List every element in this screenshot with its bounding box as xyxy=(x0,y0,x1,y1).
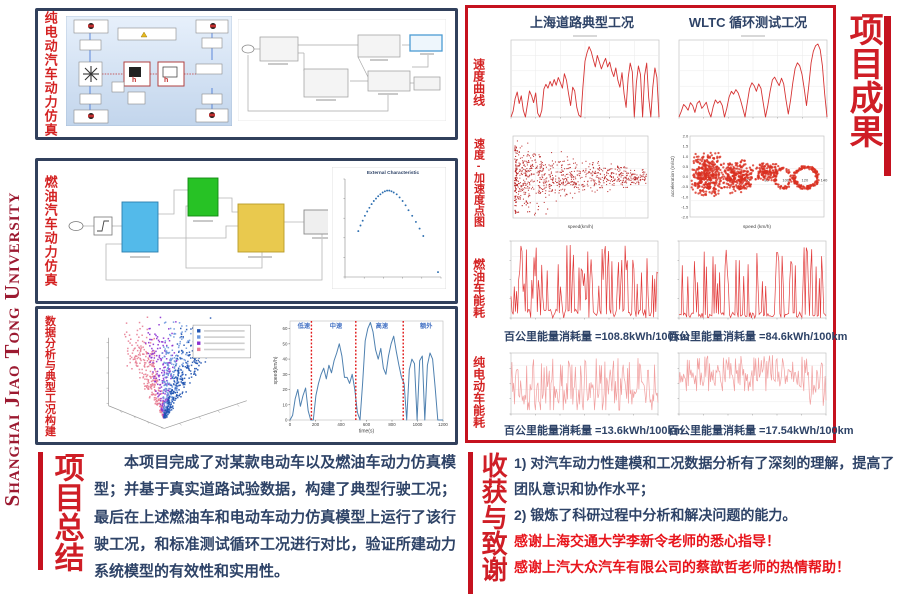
gains-bar xyxy=(468,452,473,594)
svg-text:speed(km/h): speed(km/h) xyxy=(273,356,279,384)
chart-wltc-speed xyxy=(668,32,830,126)
svg-text:1200: 1200 xyxy=(438,422,448,427)
svg-text:speed (km/h): speed (km/h) xyxy=(743,224,771,230)
row4-label: 纯电动车能耗 xyxy=(471,356,486,428)
chart-wltc-fuel-consumption xyxy=(668,234,830,326)
row2-label: 速度-加速度点图 xyxy=(472,137,485,227)
svg-text:-1.5: -1.5 xyxy=(681,204,689,209)
svg-text:140: 140 xyxy=(821,178,828,183)
row3-label: 燃油车能耗 xyxy=(471,258,486,318)
gains-title: 收获与致谢 xyxy=(478,452,509,582)
results-col2-title: WLTC 循环测试工况 xyxy=(688,15,808,30)
ev-caption-wltc: 百公里能量消耗量 =17.54kWh/100km xyxy=(668,425,854,437)
block-icons: h h xyxy=(83,23,216,119)
chart-shanghai-accel-scatter: speed(km/h) xyxy=(500,130,662,230)
svg-text:60: 60 xyxy=(283,326,288,331)
svg-text:600: 600 xyxy=(363,422,371,427)
svg-text:50: 50 xyxy=(283,341,288,346)
svg-text:高速: 高速 xyxy=(376,322,389,330)
svg-text:External Characteristic: External Characteristic xyxy=(367,170,420,176)
gain-item-1: 1) 对汽车动力性建模和工况数据分析有了深刻的理解，提高了团队意识和协作水平； xyxy=(514,455,895,498)
svg-text:0.5: 0.5 xyxy=(683,164,689,169)
svg-text:低速: 低速 xyxy=(297,322,311,330)
ev-caption-shanghai: 百公里能量消耗量 =13.6kWh/100km xyxy=(504,425,684,437)
svg-text:0: 0 xyxy=(285,418,288,423)
fuel-caption-shanghai: 百公里能量消耗量 =108.8kWh/100km xyxy=(504,331,690,343)
university-name: Shanghai Jiao Tong University xyxy=(0,191,24,507)
thanks-line-2: 感谢上汽大众汽车有限公司的蔡歆哲老师的热情帮助！ xyxy=(514,559,850,576)
svg-text:1.5: 1.5 xyxy=(683,144,689,149)
svg-text:中速: 中速 xyxy=(330,322,343,330)
section-ev-label: 纯电动汽车动力仿真 xyxy=(42,11,58,137)
row1-label: 速度曲线 xyxy=(471,58,486,106)
svg-text:40: 40 xyxy=(283,357,288,362)
svg-text:-0.5: -0.5 xyxy=(681,184,689,189)
svg-text:-2.0: -2.0 xyxy=(681,215,689,220)
section-data-analysis: 数据分析与典型工况构建 0 10 20 30 40 50 60 0 200 400 600 800 10… xyxy=(35,306,458,445)
svg-text:200: 200 xyxy=(312,422,320,427)
summary-title: 项目总结 xyxy=(49,452,83,572)
svg-text:h: h xyxy=(164,77,168,84)
summary-text: 本项目完成了对某款电动车以及燃油车动力仿真模型；并基于真实道路试验数据，构建了典… xyxy=(94,454,456,581)
chart-wltc-accel-scatter: -2.0-1.5-1.0-0.50.00.51.01.52.0204060801… xyxy=(668,130,830,231)
svg-text:30: 30 xyxy=(283,372,288,377)
results-title-bar xyxy=(884,16,891,176)
simulink-ice-diagram xyxy=(66,164,328,292)
chart-3d-clusters xyxy=(74,310,266,436)
simulink-ev-subsystem-diagram xyxy=(238,19,446,121)
chart-shanghai-ev-power xyxy=(500,346,662,422)
section-ev-simulation: 纯电动汽车动力仿真 xyxy=(35,8,458,140)
svg-text:10: 10 xyxy=(283,402,288,407)
svg-text:额外: 额外 xyxy=(420,322,433,330)
chart-typical-cycle: 0 10 20 30 40 50 60 0 200 400 600 800 1000 1200 time(s… xyxy=(272,312,448,434)
svg-text:time(s): time(s) xyxy=(359,429,375,435)
svg-text:2.0: 2.0 xyxy=(683,134,689,139)
section-ice-label: 燃油汽车动力仿真 xyxy=(42,175,58,287)
svg-text:speed(km/h): speed(km/h) xyxy=(568,224,594,229)
chart-shanghai-speed xyxy=(500,32,662,126)
results-col1-title: 上海道路典型工况 xyxy=(529,15,634,30)
svg-text:h: h xyxy=(132,77,136,84)
gains-content: 1) 对汽车动力性建模和工况数据分析有了深刻的理解，提高了团队意识和协作水平； … xyxy=(514,450,896,580)
svg-text:100: 100 xyxy=(782,178,789,183)
svg-text:0: 0 xyxy=(289,422,292,427)
chart-wltc-ev-power xyxy=(668,346,830,422)
summary-bar xyxy=(38,452,43,570)
results-title: 项目成果 xyxy=(844,12,883,148)
section-results: 上海道路典型工况 WLTC 循环测试工况 速度曲线 速度-加速度点图 speed… xyxy=(465,5,854,443)
chart-shanghai-fuel-consumption xyxy=(500,234,662,326)
gain-item-2: 2) 锻炼了科研过程中分析和解决问题的能力。 xyxy=(514,507,797,524)
svg-text:1000: 1000 xyxy=(413,422,423,427)
svg-text:acceleration (m/s2): acceleration (m/s2) xyxy=(670,156,676,197)
svg-text:-1.0: -1.0 xyxy=(681,194,689,199)
svg-text:60: 60 xyxy=(745,178,750,183)
svg-text:0.0: 0.0 xyxy=(683,174,689,179)
fuel-caption-wltc: 百公里能量消耗量 =84.6kWh/100km xyxy=(668,331,848,343)
svg-text:400: 400 xyxy=(337,422,345,427)
simulink-ev-diagram: h h xyxy=(66,16,232,126)
section-data-label: 数据分析与典型工况构建 xyxy=(43,315,56,436)
thanks-line-1: 感谢上海交通大学李新令老师的悉心指导！ xyxy=(514,533,780,550)
svg-text:120: 120 xyxy=(802,178,809,183)
chart-external-characteristic: External Characteristic xyxy=(332,167,446,289)
svg-text:1.0: 1.0 xyxy=(683,154,689,159)
svg-text:800: 800 xyxy=(388,422,396,427)
section-ice-simulation: 燃油汽车动力仿真 xyxy=(35,158,458,304)
svg-text:20: 20 xyxy=(283,387,288,392)
